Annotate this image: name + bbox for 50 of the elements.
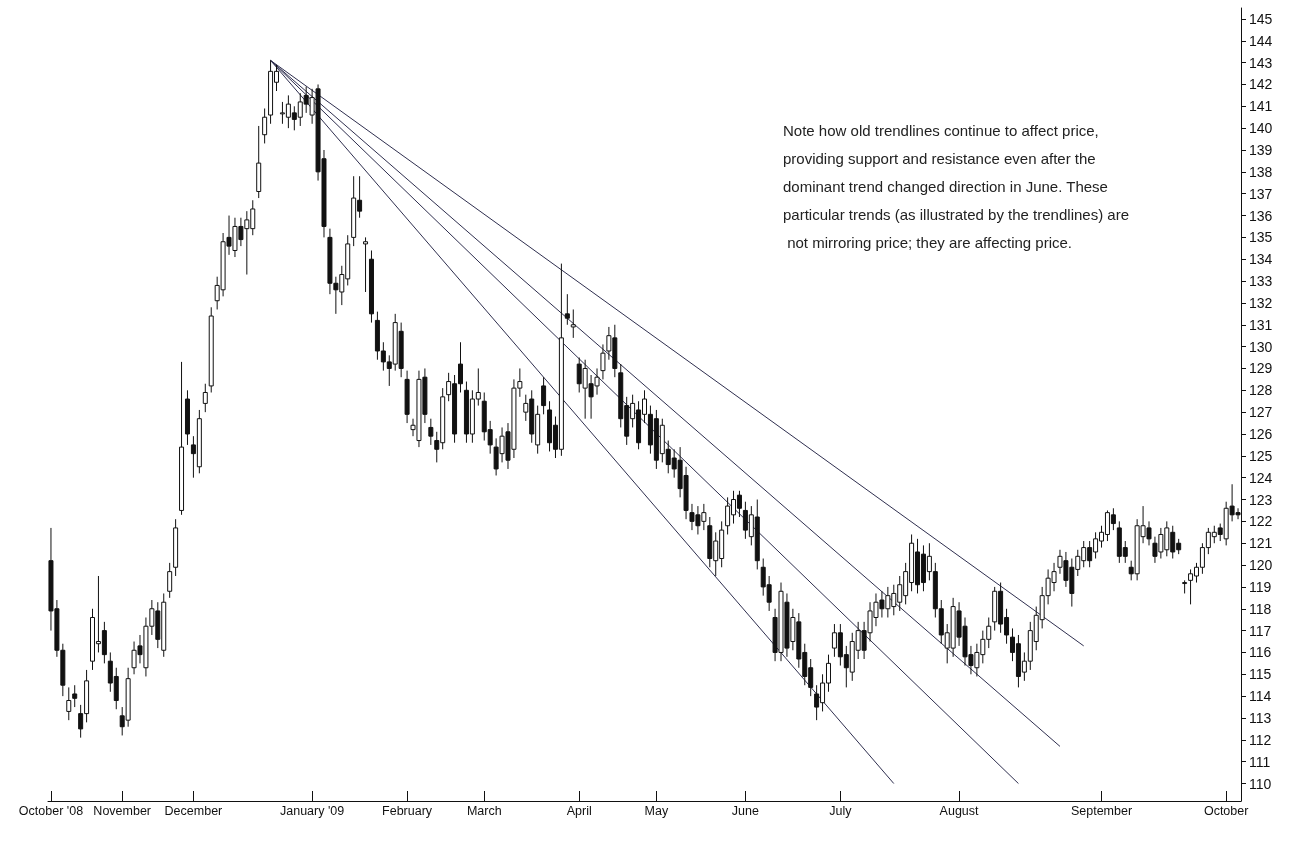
x-tick-label: January '09 [280,803,345,818]
x-tick-label: May [644,803,669,818]
y-tick-label: 121 [1249,535,1273,552]
x-tick-label: July [829,803,853,818]
x-tick-label: August [939,803,980,818]
y-tick-label: 117 [1249,622,1272,639]
y-tick-label: 120 [1249,557,1273,574]
y-tick-label: 113 [1249,709,1272,726]
y-tick-label: 111 [1249,753,1271,770]
y-tick-label: 110 [1249,775,1272,792]
y-tick-label: 142 [1249,76,1273,93]
x-tick-label: December [164,803,223,818]
y-tick-label: 128 [1249,382,1273,399]
y-tick-label: 139 [1249,142,1273,158]
x-tick-label: April [566,803,592,818]
y-tick-label: 136 [1249,207,1273,224]
x-tick-label: November [93,803,152,818]
y-tick-label: 130 [1249,338,1273,355]
y-tick-label: 135 [1249,229,1273,246]
y-tick-label: 131 [1249,316,1273,333]
y-tick-label: 126 [1249,425,1273,442]
y-tick-label: 132 [1249,294,1273,311]
y-tick-label: 123 [1249,491,1273,508]
y-tick-label: 138 [1249,163,1273,180]
x-tick-label: October '08 [18,803,84,818]
y-tick-label: 144 [1249,32,1273,49]
y-tick-label: 141 [1249,98,1273,115]
y-tick-label: 124 [1249,469,1273,486]
y-tick-label: 125 [1249,447,1273,464]
y-tick-label: 127 [1249,404,1273,421]
y-tick-label: 129 [1249,360,1273,377]
y-tick-label: 116 [1249,644,1272,661]
y-tick-label: 133 [1249,273,1273,290]
y-tick-label: 140 [1249,120,1273,137]
y-tick-label: 115 [1249,666,1272,683]
y-tick-label: 137 [1249,185,1273,202]
y-tick-label: 143 [1249,54,1273,71]
x-tick-label: June [731,803,759,818]
y-tick-label: 134 [1249,251,1273,268]
y-tick-label: 119 [1249,578,1272,595]
annotation: Note how old trendlines continue to affect price, providing support and resistance even after the dominant trend changed direction in June. These particular trends (as illustrated by the trendlines) are not mirroring price; they are affecting price. [783,121,1129,251]
x-tick-label: February [382,803,433,818]
x-tick-label: September [1070,803,1133,818]
y-tick-label: 118 [1249,600,1272,617]
y-tick-label: 112 [1249,731,1272,748]
y-tick-label: 122 [1249,513,1273,530]
y-tick-label: 114 [1249,688,1272,705]
x-tick-label: October [1203,803,1249,818]
x-tick-label: March [466,803,502,818]
y-tick-label: 145 [1249,10,1273,27]
